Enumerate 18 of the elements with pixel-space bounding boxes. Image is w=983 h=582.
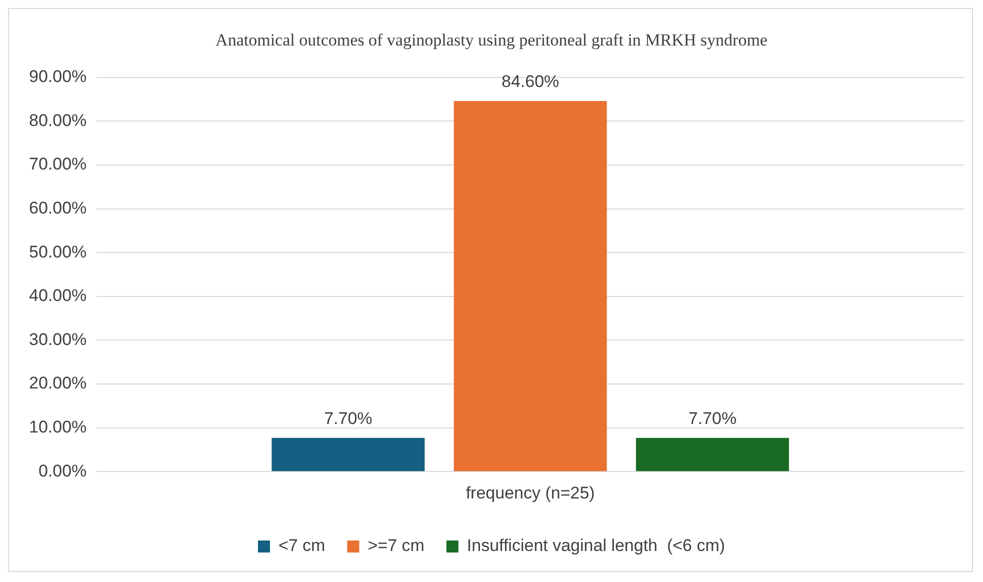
chart-title: Anatomical outcomes of vaginoplasty using peritoneal graft in MRKH syndrome xyxy=(216,30,768,50)
legend-label: <7 cm xyxy=(278,536,326,556)
data-label: 7.70% xyxy=(324,409,372,428)
y-tick-label: 90.00% xyxy=(28,67,87,86)
y-tick-label: 40.00% xyxy=(28,286,87,306)
y-tick-label: 20.00% xyxy=(28,374,87,393)
legend-label: Insufficient vaginal length (<6 cm) xyxy=(466,536,726,556)
data-label: 7.70% xyxy=(688,409,737,428)
y-tick-label: 30.00% xyxy=(28,330,87,349)
y-tick-label: 70.00% xyxy=(28,154,87,174)
y-tick-label: 10.00% xyxy=(28,417,87,436)
y-tick-label: 0.00% xyxy=(38,461,87,480)
y-tick-label: 50.00% xyxy=(28,242,87,262)
legend-label: >=7 cm xyxy=(368,536,424,556)
x-tick-label: frequency (n=25) xyxy=(466,483,595,502)
data-label: 84.60% xyxy=(501,72,560,92)
y-tick-label: 80.00% xyxy=(28,110,87,130)
y-tick-label: 60.00% xyxy=(28,198,87,218)
